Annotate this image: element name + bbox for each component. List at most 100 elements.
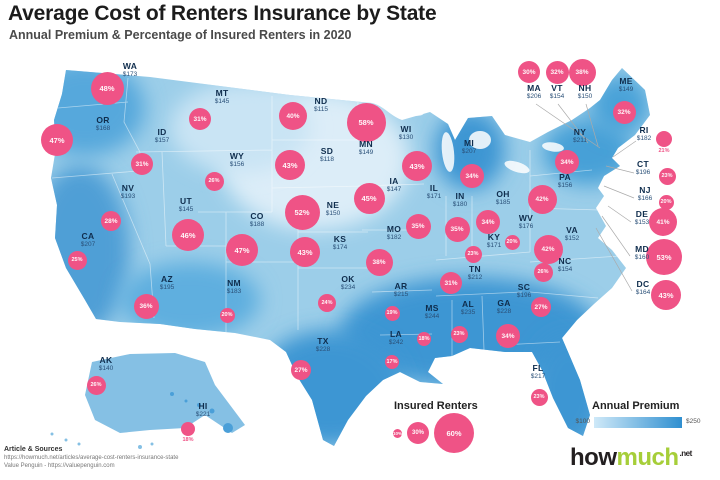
insured-pct: 43% — [658, 290, 674, 300]
state-bubble-TX: 27% — [291, 360, 311, 380]
state-label-OK: OK $234 — [340, 273, 356, 292]
state-bubble-GA: 34% — [496, 324, 520, 348]
annual-premium-legend-title: Annual Premium — [592, 400, 680, 412]
state-abbr: IL — [429, 182, 439, 193]
state-premium: $235 — [460, 309, 476, 317]
state-label-ND: ND $115 — [314, 96, 328, 114]
state-label-KY: KY $171 — [486, 231, 502, 250]
state-abbr: NH — [578, 82, 592, 93]
state-label-MD: MD $160 — [634, 243, 650, 262]
state-abbr: AR — [394, 280, 408, 291]
state-bubble-SC: 27% — [531, 297, 551, 317]
state-label-VT: VT $154 — [549, 83, 565, 101]
logo-net: .net — [679, 449, 693, 458]
insured-pct: 27% — [534, 303, 548, 311]
state-label-GA: GA $228 — [497, 297, 511, 315]
state-bubble-IN: 35% — [444, 216, 470, 242]
insured-pct: 42% — [541, 245, 555, 253]
state-bubble-WI: 43% — [402, 151, 432, 181]
insured-pct: 41% — [656, 218, 670, 226]
state-label-AR: AR $215 — [393, 280, 409, 299]
insured-pct: 31% — [193, 115, 207, 123]
insured-pct: 35% — [411, 222, 425, 230]
state-bubble-MD: 53% — [646, 239, 682, 275]
state-label-WA: WA $173 — [122, 60, 138, 78]
state-abbr: KS — [333, 233, 347, 244]
insured-pct: 47% — [49, 135, 65, 145]
state-bubble-DC: 43% — [651, 280, 681, 310]
state-abbr: GA — [497, 297, 511, 308]
insured-pct: 38% — [372, 258, 386, 266]
state-premium: $153 — [634, 219, 650, 227]
insured-pct: 52% — [294, 207, 310, 217]
insured-pct: 21% — [658, 148, 670, 154]
state-bubble-HI: 18% — [181, 422, 195, 443]
insured-pct: 23% — [661, 173, 673, 179]
insured-renters-legend-bubbles: 10% 30% 60% — [393, 413, 474, 453]
state-abbr: WV — [518, 212, 534, 223]
state-abbr: MA — [527, 82, 541, 93]
state-bubble-NE: 52% — [284, 194, 320, 230]
insured-pct: 23% — [453, 331, 465, 337]
legend-bubble-10: 10% — [393, 428, 402, 438]
insured-pct: 28% — [104, 217, 118, 225]
state-premium: $156 — [229, 161, 245, 169]
state-abbr: TN — [469, 263, 481, 274]
insured-pct: 43% — [282, 160, 298, 170]
state-label-WI: WI $130 — [399, 124, 413, 141]
insured-pct: 43% — [409, 161, 425, 171]
state-label-CA: CA $207 — [81, 230, 95, 248]
state-premium: $242 — [388, 339, 404, 347]
state-bubble-AR: 19% — [384, 305, 400, 321]
state-label-FL: FL $217 — [531, 363, 545, 380]
insured-pct: 34% — [465, 172, 479, 180]
state-abbr: WA — [122, 60, 138, 71]
state-premium: $174 — [332, 244, 348, 252]
state-bubble-VA: 42% — [533, 234, 563, 264]
insured-pct: 32% — [550, 68, 564, 76]
state-premium: $215 — [393, 291, 409, 299]
insured-pct: 26% — [208, 178, 220, 184]
state-label-NM: NM $183 — [227, 278, 241, 295]
state-bubble-IL: 35% — [405, 213, 431, 239]
state-bubble-MS: 18% — [417, 332, 431, 346]
state-abbr: AL — [462, 298, 474, 309]
state-bubble-NM: 20% — [219, 307, 235, 323]
state-bubble-CO: 47% — [226, 234, 258, 266]
state-abbr: CA — [81, 230, 95, 241]
insured-pct: 32% — [617, 108, 631, 116]
insured-pct: 25% — [71, 257, 83, 263]
insured-pct: 19% — [386, 310, 398, 316]
state-label-NY: NY $211 — [573, 127, 587, 144]
insured-pct: 34% — [481, 218, 495, 226]
state-bubble-LA: 17% — [385, 355, 399, 369]
state-bubble-DE: 41% — [649, 208, 677, 236]
state-premium: $171 — [486, 242, 502, 250]
state-premium: $234 — [340, 284, 356, 292]
state-bubble-TN: 31% — [440, 272, 462, 294]
state-label-SD: SD $118 — [320, 146, 334, 163]
state-bubble-IA: 45% — [353, 182, 385, 214]
state-premium: $115 — [314, 106, 328, 114]
state-abbr: MD — [635, 243, 649, 254]
state-abbr: HI — [198, 400, 208, 411]
state-abbr: NC — [558, 255, 572, 266]
state-bubble-OH: 34% — [476, 210, 500, 234]
insured-pct: 31% — [444, 279, 458, 287]
state-bubble-WA: 48% — [90, 71, 124, 105]
state-label-NH: NH $150 — [578, 82, 592, 100]
state-premium: $180 — [452, 201, 468, 209]
state-label-OH: OH $185 — [496, 189, 510, 206]
insured-pct: 18% — [182, 437, 194, 443]
premium-gradient-bar — [594, 417, 682, 428]
state-bubble-AZ: 36% — [133, 293, 159, 319]
state-abbr: WY — [229, 150, 245, 161]
state-abbr: OK — [341, 273, 355, 284]
state-bubble-MO: 38% — [365, 248, 393, 276]
state-premium: $154 — [549, 93, 565, 101]
insured-pct: 17% — [386, 359, 398, 365]
state-premium: $160 — [634, 254, 650, 262]
state-label-WV: WV $176 — [518, 212, 534, 230]
state-bubble-FL: 23% — [530, 388, 548, 406]
state-abbr: KY — [487, 231, 501, 242]
